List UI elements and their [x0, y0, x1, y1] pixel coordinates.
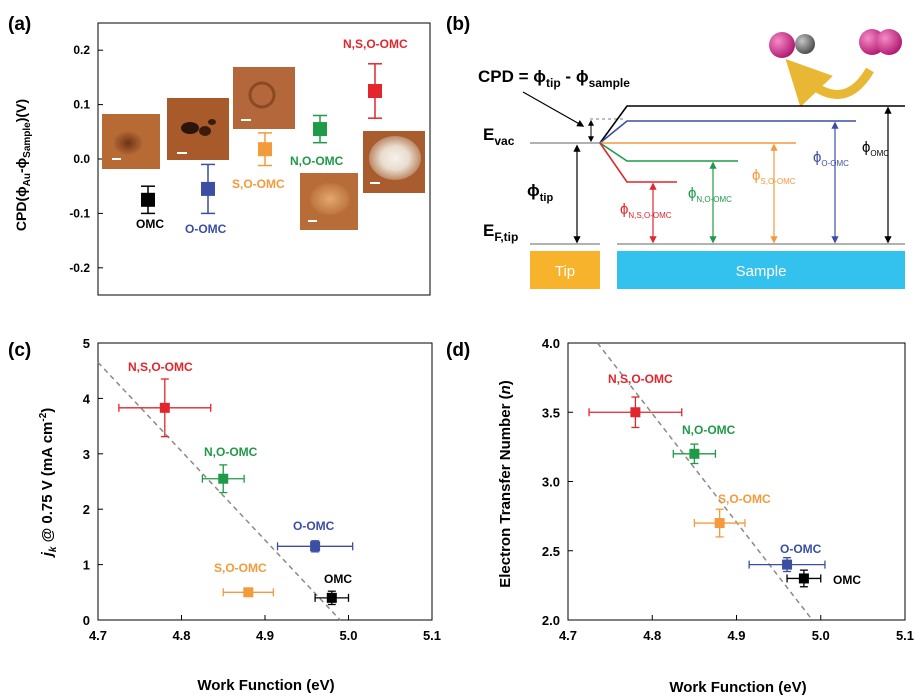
panel-c-plot: 4.7 4.8 4.9 5.0 5.1 0 1 2 3 4 5 — [83, 336, 441, 643]
y-tick-label: 2 — [83, 502, 90, 517]
y-tick-label: -0.1 — [69, 206, 90, 220]
label-a-n-s-o-omc: N,S,O-OMC — [343, 37, 408, 51]
data-point-n-s-o-omc — [630, 407, 641, 418]
y-tick-label: 5 — [83, 336, 90, 351]
y-tick-label: 1 — [83, 558, 90, 573]
data-point-omc — [326, 592, 337, 603]
cpd-equation: CPD = ϕtip - ϕsample — [478, 67, 630, 90]
y-tick-label: 0 — [83, 613, 90, 628]
panel-a-y-axis-label: CPD(ϕAu-ϕSample)(V) — [13, 99, 33, 231]
x-tick-label: 5.0 — [812, 628, 830, 643]
panel-c-label: (c) — [8, 340, 31, 361]
data-point-n-s-o-omc — [368, 84, 382, 98]
panel-d-x-axis-label: Work Function (eV) — [669, 679, 806, 696]
data-point-o-omc — [201, 181, 215, 196]
x-tick-label: 4.8 — [172, 628, 190, 643]
data-point-s-o-omc — [714, 518, 725, 529]
cpd-pointer — [522, 91, 585, 127]
label-c-n-o-omc: N,O-OMC — [204, 445, 258, 459]
phi-s-o-omc-label: ϕS,O-OMC — [752, 167, 796, 186]
tip-box-label: Tip — [555, 263, 575, 280]
phi-n-s-o-omc-label: ϕN,S,O-OMC — [620, 201, 672, 220]
sample-box-label: Sample — [736, 263, 787, 280]
phi-omc-label: ϕOMC — [862, 139, 889, 158]
data-point-s-o-omc — [243, 587, 254, 598]
phi-o-omc-label: ϕO-OMC — [813, 149, 849, 168]
panel-c-x-axis-label: Work Function (eV) — [197, 677, 334, 694]
evac-o-omc — [599, 120, 856, 144]
y-tick-label: 4.0 — [542, 336, 560, 351]
evac-n-s-o-omc — [599, 142, 677, 183]
panel-d-y-axis-label: Electron Transfer Number (n) — [497, 380, 514, 588]
label-d-n-s-o-omc: N,S,O-OMC — [608, 372, 673, 386]
y-tick-label: 0.1 — [73, 98, 90, 112]
data-point-o-omc — [782, 559, 793, 570]
x-tick-label: 4.7 — [89, 628, 107, 643]
panel-c-y-axis-label: jk @ 0.75 V (mA cm-2) — [38, 408, 59, 559]
y-tick-label: 3 — [83, 447, 90, 462]
y-tick-label: 3.0 — [542, 475, 560, 490]
y-tick-label: 2.0 — [542, 613, 560, 628]
label-c-omc: OMC — [324, 572, 352, 586]
label-a-n-o-omc: N,O-OMC — [290, 154, 344, 168]
panel-d-plot: 4.7 4.8 4.9 5.0 5.1 2.0 2.5 3.0 3.5 4.0 — [542, 336, 914, 643]
evac-label: Evac — [483, 125, 515, 148]
x-tick-label: 5.0 — [339, 628, 357, 643]
evac-n-o-omc — [599, 142, 738, 162]
panel-d-label: (d) — [446, 340, 470, 361]
plot-frame — [97, 342, 433, 621]
kpfm-image-omc — [102, 114, 160, 169]
x-tick-label: 5.1 — [423, 628, 441, 643]
kpfm-image-s-o-omc — [233, 67, 295, 129]
label-d-s-o-omc: S,O-OMC — [718, 492, 771, 506]
x-tick-label: 4.8 — [643, 628, 661, 643]
data-point-n-s-o-omc — [159, 402, 170, 413]
ef-tip-label: EF,tip — [483, 221, 518, 244]
fit-line — [596, 342, 813, 621]
label-d-omc: OMC — [833, 573, 861, 587]
data-point-n-o-omc — [218, 473, 229, 484]
y-tick-label: 3.5 — [542, 405, 560, 420]
panel-b-label: (b) — [446, 14, 470, 35]
oxygen-molecule-illustration — [769, 29, 902, 108]
label-c-o-omc: O-OMC — [293, 519, 335, 533]
kpfm-image-o-omc — [167, 98, 229, 160]
data-point-o-omc — [310, 541, 321, 552]
kpfm-image-n-o-omc — [300, 173, 358, 230]
label-a-omc: OMC — [136, 217, 164, 231]
sample-box — [617, 251, 905, 289]
y-tick-label: 2.5 — [542, 544, 560, 559]
y-tick-label: 0.2 — [73, 43, 90, 57]
label-d-n-o-omc: N,O-OMC — [682, 423, 736, 437]
data-point-s-o-omc — [258, 142, 272, 157]
x-tick-label: 4.9 — [256, 628, 274, 643]
panel-a-points — [141, 63, 382, 215]
panel-a-y-axis: -0.2 -0.1 0.0 0.1 0.2 — [69, 43, 103, 275]
y-tick-label: 4 — [83, 391, 91, 406]
data-point-omc — [798, 573, 809, 584]
kpfm-image-n-s-o-omc — [363, 131, 425, 193]
panel-a-label: (a) — [8, 14, 31, 35]
y-tick-label: 0.0 — [73, 152, 90, 166]
tip-box — [530, 251, 600, 289]
x-tick-label: 4.7 — [559, 628, 577, 643]
y-tick-label: -0.2 — [69, 261, 90, 275]
data-point-n-o-omc — [313, 122, 327, 137]
data-point-n-o-omc — [689, 448, 700, 459]
x-tick-label: 4.9 — [727, 628, 745, 643]
label-a-s-o-omc: S,O-OMC — [232, 177, 285, 191]
evac-omc — [599, 105, 905, 144]
x-tick-label: 5.1 — [896, 628, 914, 643]
phi-tip-label: ϕtip — [527, 181, 553, 204]
phi-n-o-omc-label: ϕN,O-OMC — [688, 185, 732, 204]
fit-line — [97, 361, 341, 621]
label-d-o-omc: O-OMC — [780, 542, 822, 556]
label-a-o-omc: O-OMC — [185, 222, 227, 236]
label-c-n-s-o-omc: N,S,O-OMC — [128, 360, 193, 374]
label-c-s-o-omc: S,O-OMC — [214, 561, 267, 575]
data-point-omc — [141, 192, 155, 207]
